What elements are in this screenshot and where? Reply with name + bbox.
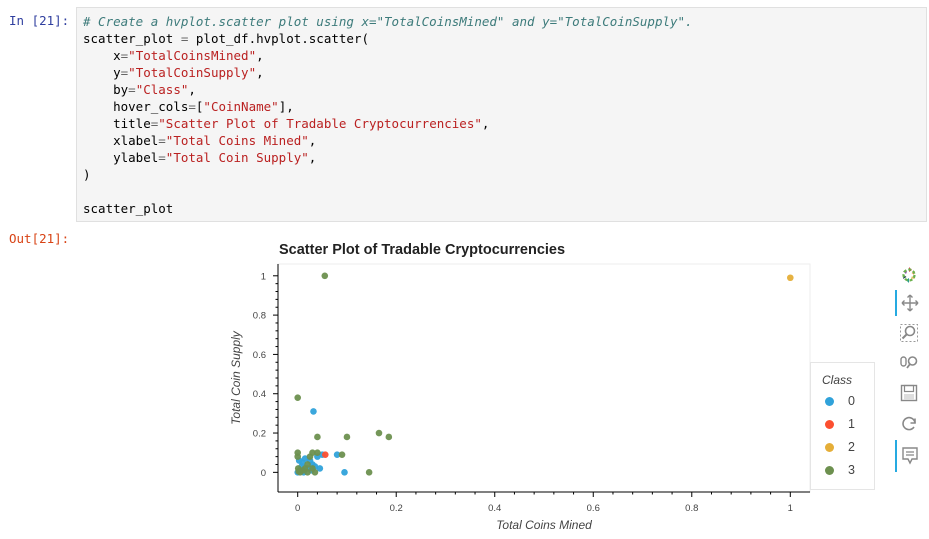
code-close-line: ) [83, 167, 91, 182]
y-tick-label: 1 [261, 271, 266, 282]
data-point-class-0 [341, 469, 348, 476]
data-point-class-3 [294, 394, 302, 401]
hover-icon [902, 447, 918, 465]
code-input-area[interactable]: # Create a hvplot.scatter plot using x="… [76, 7, 927, 222]
reset-icon [902, 416, 916, 431]
code-call-line: scatter_plot = plot_df.hvplot.scatter( [83, 31, 369, 46]
code-output-line: scatter_plot [83, 201, 174, 216]
data-point-class-3 [304, 461, 311, 468]
data-point-class-3 [338, 451, 346, 458]
x-tick-label: 0.8 [685, 503, 698, 514]
code-comment-line: # Create a hvplot.scatter plot using x="… [83, 14, 693, 29]
box-zoom-tool-button[interactable] [895, 320, 923, 346]
data-point-class-2 [786, 274, 794, 282]
data-point-class-0 [310, 408, 317, 415]
y-tick-label: 0.2 [253, 429, 266, 440]
output-prompt: Out[21]: [9, 231, 70, 246]
wheel-zoom-tool-button[interactable] [895, 350, 923, 376]
x-tick-label: 0.2 [390, 503, 403, 514]
y-tick-label: 0.8 [253, 311, 266, 322]
code-arg-line: title="Scatter Plot of Tradable Cryptocu… [83, 116, 490, 131]
data-point-class-3 [343, 433, 351, 441]
x-tick-label: 0.4 [488, 503, 501, 514]
wheel-zoom-icon [900, 356, 918, 369]
x-axis-label: Total Coins Mined [496, 518, 592, 532]
y-tick-label: 0 [261, 468, 266, 479]
data-point-class-3 [309, 465, 316, 472]
save-tool-button[interactable] [895, 380, 923, 406]
pan-icon [901, 294, 919, 312]
code-arg-line: y="TotalCoinSupply", [83, 65, 264, 80]
save-icon [900, 384, 918, 402]
y-tick-label: 0.6 [253, 350, 266, 361]
reset-tool-button[interactable] [895, 411, 923, 437]
x-tick-label: 1 [788, 503, 793, 514]
data-point-class-3 [314, 433, 321, 441]
data-point-class-3 [314, 449, 321, 456]
input-prompt: In [21]: [9, 13, 70, 28]
x-tick-label: 0 [295, 503, 300, 514]
code-arg-line: by="Class", [83, 82, 196, 97]
code-arg-line: xlabel="Total Coins Mined", [83, 133, 317, 148]
code-block[interactable]: # Create a hvplot.scatter plot using x="… [83, 13, 693, 217]
data-point-class-3 [309, 449, 316, 456]
code-arg-line: ylabel="Total Coin Supply", [83, 150, 317, 165]
data-point-class-0 [333, 451, 341, 458]
code-arg-line: x="TotalCoinsMined", [83, 48, 264, 63]
bokeh-logo-icon[interactable] [895, 262, 923, 288]
data-point-class-3 [365, 469, 373, 476]
data-point-class-3 [385, 433, 393, 441]
data-point-class-3 [321, 272, 329, 280]
y-tick-label: 0.4 [253, 389, 266, 400]
data-point-class-3 [295, 468, 302, 475]
code-arg-line: hover_cols=["CoinName"], [83, 99, 294, 114]
y-axis-label: Total Coin Supply [229, 330, 243, 425]
x-tick-label: 0.6 [587, 503, 600, 514]
plot-frame [277, 263, 811, 493]
box-zoom-icon [900, 324, 918, 342]
data-point-class-3 [294, 453, 302, 460]
data-point-class-3 [375, 429, 383, 437]
data-point-class-1 [321, 451, 329, 458]
